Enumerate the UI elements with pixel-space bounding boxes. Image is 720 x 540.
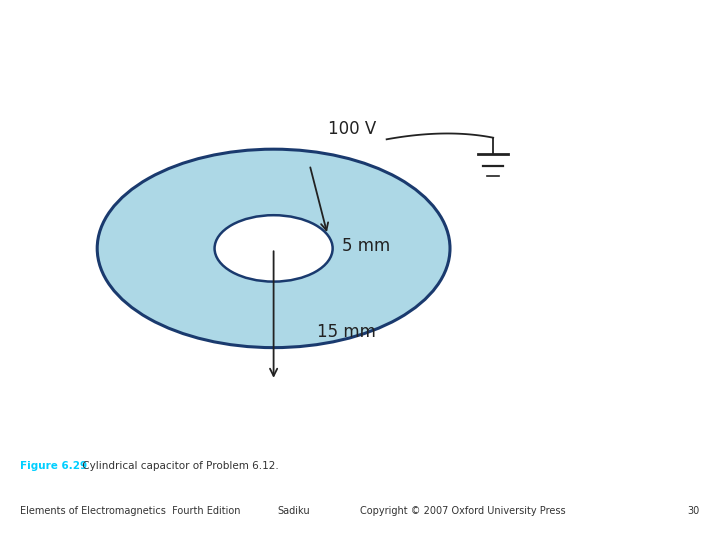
Text: Sadiku: Sadiku	[277, 505, 310, 516]
Text: 100 V: 100 V	[328, 120, 376, 138]
Ellipse shape	[215, 215, 333, 281]
Text: Copyright © 2007 Oxford University Press: Copyright © 2007 Oxford University Press	[360, 505, 566, 516]
Text: 15 mm: 15 mm	[317, 323, 376, 341]
Text: 5 mm: 5 mm	[342, 237, 390, 255]
Ellipse shape	[97, 149, 450, 348]
Text: Elements of Electromagnetics  Fourth Edition: Elements of Electromagnetics Fourth Edit…	[20, 505, 240, 516]
Text: Figure 6.29: Figure 6.29	[20, 461, 87, 471]
Text: 30: 30	[688, 505, 700, 516]
Text: Cylindrical capacitor of Problem 6.12.: Cylindrical capacitor of Problem 6.12.	[79, 461, 279, 471]
